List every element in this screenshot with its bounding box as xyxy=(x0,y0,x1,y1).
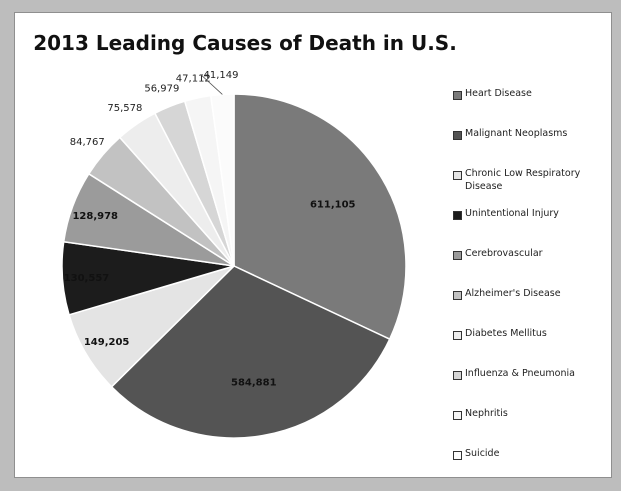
data-label-diabetes-mellitus: 75,578 xyxy=(107,103,142,114)
legend-swatch xyxy=(453,171,462,180)
legend-label: Chronic Low Respiratory Disease xyxy=(465,168,581,192)
data-label-nephritis: 47,112 xyxy=(176,74,211,85)
legend-swatch xyxy=(453,411,462,420)
legend-label: Malignant Neoplasms xyxy=(465,128,568,139)
data-label-chronic-low-respiratory-disease: 149,205 xyxy=(84,337,130,348)
legend-label: Nephritis xyxy=(465,408,508,419)
data-label-cerebrovascular: 128,978 xyxy=(72,211,118,222)
data-label-influenza-pneumonia: 56,979 xyxy=(144,83,179,94)
pie-chart: 611,105 584,881 149,205 130,557 128,978 84,76… xyxy=(61,70,407,439)
legend-label: Suicide xyxy=(465,448,500,459)
legend-label: Influenza & Pneumonia xyxy=(465,368,575,379)
data-label-alzheimer-s-disease: 84,767 xyxy=(70,137,105,148)
leader-line-suicide xyxy=(199,74,223,95)
pie-slice-heart-disease xyxy=(233,93,407,341)
legend-swatch xyxy=(453,291,462,300)
legend-swatch xyxy=(453,331,462,340)
legend-swatch xyxy=(453,131,462,140)
chart-title: 2013 Leading Causes of Death in U.S. xyxy=(33,31,457,55)
data-label-malignant-neoplasms: 584,881 xyxy=(231,377,277,388)
chart-area: 2013 Leading Causes of Death in U.S. 611… xyxy=(14,12,612,478)
data-label-suicide: 41,149 xyxy=(203,70,238,81)
legend-label: Alzheimer's Disease xyxy=(465,288,561,299)
legend-label: Cerebrovascular xyxy=(465,248,543,259)
legend-label: Diabetes Mellitus xyxy=(465,328,547,339)
legend-swatch xyxy=(453,371,462,380)
legend-swatch xyxy=(453,251,462,260)
legend-label: Unintentional Injury xyxy=(465,208,559,219)
data-label-unintentional-injury: 130,557 xyxy=(64,273,110,284)
legend-swatch xyxy=(453,451,462,460)
legend-swatch xyxy=(453,211,462,220)
pie-slice-malignant-neoplasms xyxy=(110,265,391,439)
legend-label: Heart Disease xyxy=(465,88,532,99)
legend-swatch xyxy=(453,91,462,100)
data-label-heart-disease: 611,105 xyxy=(310,199,356,210)
